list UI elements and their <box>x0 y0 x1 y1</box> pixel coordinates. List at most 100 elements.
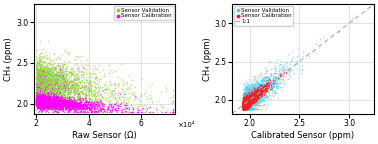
Sensor Validation <box>87 81 93 83</box>
Sensor Calibration <box>76 107 82 109</box>
Sensor Validation <box>46 59 53 61</box>
Sensor Calibration <box>70 107 76 109</box>
Sensor Validation <box>135 108 141 110</box>
Sensor Calibration <box>112 103 118 106</box>
Sensor Calibration <box>247 98 253 101</box>
Sensor Calibration <box>246 101 252 103</box>
Sensor Calibration <box>74 102 80 105</box>
Sensor Calibration <box>54 101 60 104</box>
Sensor Calibration <box>104 111 110 113</box>
Sensor Calibration <box>249 97 255 99</box>
Sensor Validation <box>34 63 40 66</box>
Sensor Validation <box>77 87 83 89</box>
Sensor Calibration <box>42 104 48 106</box>
Sensor Calibration <box>247 101 253 103</box>
Sensor Validation <box>53 58 59 60</box>
Sensor Calibration <box>54 95 60 97</box>
Sensor Calibration <box>37 75 43 77</box>
Sensor Calibration <box>241 104 247 106</box>
Sensor Validation <box>242 86 248 89</box>
Sensor Calibration <box>243 107 249 109</box>
Sensor Validation <box>254 92 260 94</box>
Sensor Validation <box>61 78 67 81</box>
Sensor Validation <box>42 88 48 91</box>
Sensor Validation <box>39 76 45 78</box>
Sensor Calibration <box>38 101 44 103</box>
Sensor Validation <box>96 102 102 104</box>
Sensor Calibration <box>41 97 47 99</box>
Sensor Validation <box>253 99 259 102</box>
Sensor Calibration <box>41 107 47 110</box>
Sensor Validation <box>256 86 262 89</box>
Sensor Validation <box>266 78 272 81</box>
Sensor Calibration <box>53 106 59 108</box>
Sensor Calibration <box>258 92 264 94</box>
Sensor Calibration <box>258 91 264 93</box>
Sensor Calibration <box>243 100 249 102</box>
Sensor Validation <box>46 108 52 110</box>
Sensor Calibration <box>261 93 267 95</box>
Sensor Validation <box>242 101 248 103</box>
Sensor Calibration <box>93 111 99 113</box>
Sensor Calibration <box>61 104 67 106</box>
Sensor Validation <box>75 81 81 84</box>
Sensor Validation <box>91 92 98 94</box>
Sensor Validation <box>53 83 59 85</box>
Sensor Calibration <box>88 103 94 105</box>
Sensor Calibration <box>250 98 256 100</box>
Sensor Validation <box>254 97 260 100</box>
Sensor Validation <box>38 82 44 84</box>
Sensor Calibration <box>77 111 83 113</box>
Sensor Calibration <box>57 103 63 105</box>
Sensor Calibration <box>247 100 253 102</box>
Sensor Calibration <box>242 104 248 106</box>
Sensor Calibration <box>50 107 56 109</box>
Sensor Calibration <box>247 95 253 97</box>
Sensor Calibration <box>88 110 94 112</box>
Sensor Validation <box>261 89 267 91</box>
Sensor Validation <box>115 101 121 103</box>
Sensor Validation <box>49 77 55 79</box>
Sensor Validation <box>81 85 87 88</box>
Sensor Validation <box>45 66 51 68</box>
Sensor Calibration <box>241 106 247 108</box>
Sensor Calibration <box>257 94 263 96</box>
Sensor Calibration <box>245 100 251 102</box>
Sensor Calibration <box>252 98 258 100</box>
Sensor Calibration <box>56 99 62 101</box>
Sensor Calibration <box>248 99 254 101</box>
Sensor Validation <box>36 84 42 86</box>
Sensor Calibration <box>57 100 63 102</box>
Sensor Validation <box>40 68 46 71</box>
Sensor Calibration <box>246 104 252 107</box>
Sensor Calibration <box>247 97 253 99</box>
Sensor Calibration <box>53 104 59 106</box>
Sensor Validation <box>38 64 44 66</box>
Sensor Validation <box>273 85 279 87</box>
Sensor Calibration <box>39 108 45 110</box>
Sensor Calibration <box>81 104 87 106</box>
Sensor Validation <box>254 81 260 84</box>
Sensor Validation <box>46 72 52 74</box>
Sensor Calibration <box>37 97 43 99</box>
Sensor Validation <box>240 108 246 110</box>
Sensor Validation <box>94 95 100 97</box>
Sensor Calibration <box>257 88 263 91</box>
Sensor Calibration <box>51 104 57 106</box>
Sensor Validation <box>54 92 60 94</box>
Sensor Validation <box>62 85 68 87</box>
Sensor Validation <box>248 108 254 110</box>
Sensor Validation <box>47 74 53 76</box>
Sensor Calibration <box>41 101 47 103</box>
Sensor Validation <box>56 66 62 68</box>
Sensor Validation <box>42 79 48 82</box>
Sensor Calibration <box>244 102 250 104</box>
Sensor Calibration <box>46 101 53 103</box>
Sensor Calibration <box>72 103 78 106</box>
Sensor Validation <box>260 87 266 89</box>
Sensor Validation <box>53 88 59 90</box>
Sensor Validation <box>49 86 55 88</box>
Sensor Calibration <box>240 108 246 110</box>
Sensor Validation <box>257 82 263 85</box>
Sensor Calibration <box>242 104 248 106</box>
